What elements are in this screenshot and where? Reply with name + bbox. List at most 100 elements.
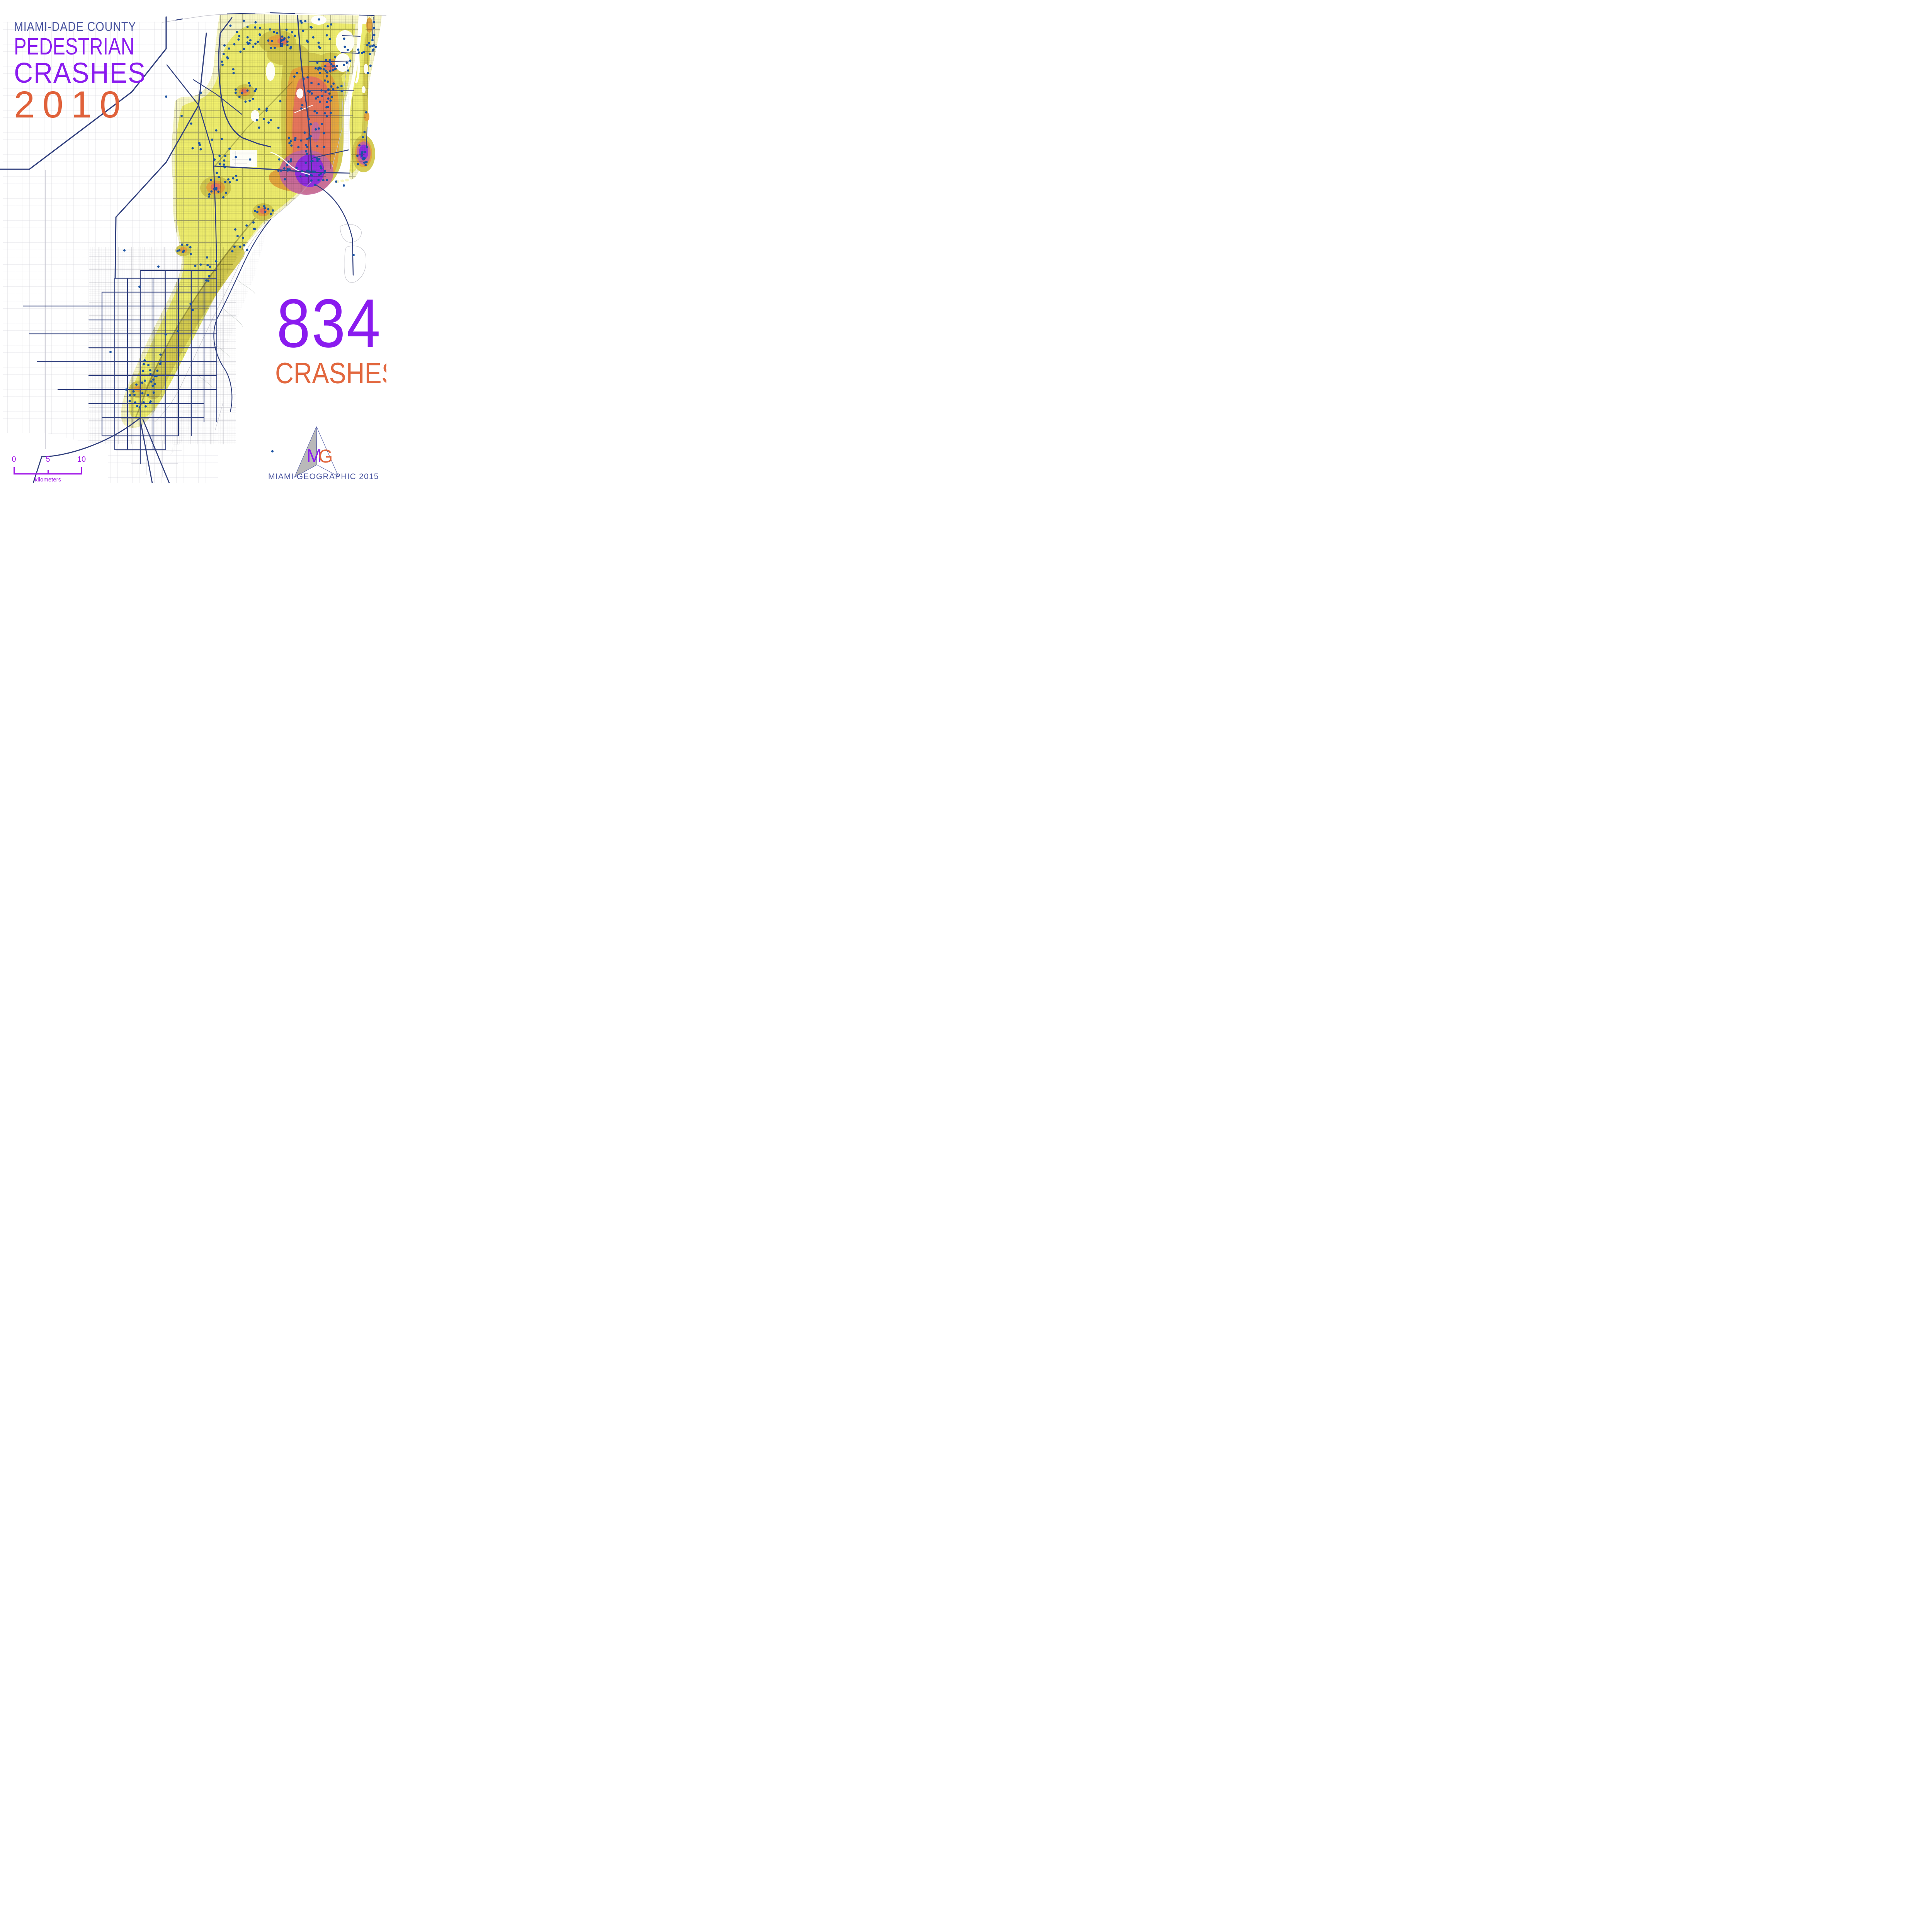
crash-dot: [333, 65, 335, 68]
crash-dot: [371, 39, 374, 41]
crash-dot: [357, 48, 359, 51]
crash-dot: [332, 69, 334, 71]
crash-dot: [280, 169, 282, 172]
crash-dot: [366, 146, 368, 149]
scale-tick-start: [13, 467, 15, 474]
crash-dot: [228, 147, 231, 150]
minor-road: [154, 181, 312, 422]
crash-dot: [221, 60, 223, 63]
crash-dot: [123, 249, 126, 252]
crash-dot: [308, 170, 311, 173]
crash-dot: [254, 43, 257, 45]
crash-dot: [326, 71, 328, 74]
crash-dot: [327, 88, 330, 91]
crash-dot: [319, 72, 321, 74]
major-road: [297, 15, 312, 173]
crash-dot: [281, 43, 284, 45]
crash-dot: [277, 169, 280, 172]
crash-dot: [228, 181, 231, 184]
crash-dot: [206, 256, 208, 259]
crash-dot: [343, 64, 345, 66]
crash-dot: [246, 36, 249, 39]
crash-dot: [159, 363, 162, 365]
crash-dot: [325, 34, 328, 37]
crash-dot: [242, 237, 245, 240]
crash-dot: [248, 82, 250, 84]
stat-crash-count: 834: [277, 285, 382, 362]
crash-dot: [216, 172, 218, 174]
crash-dot: [151, 384, 154, 387]
crash-dot: [232, 68, 235, 71]
major-road: [214, 165, 312, 173]
crash-dot: [109, 351, 112, 353]
crash-dot: [364, 161, 367, 164]
crash-dot: [330, 63, 333, 66]
crash-dot: [294, 34, 296, 37]
crash-dot: [302, 29, 304, 32]
major-road: [166, 64, 218, 270]
crash-dot: [330, 23, 332, 26]
crash-dot: [295, 167, 298, 169]
crash-dot: [319, 165, 322, 168]
crash-dot: [248, 84, 251, 87]
bay-island: [344, 245, 367, 283]
crash-dot: [257, 41, 259, 43]
crash-dot: [283, 167, 286, 170]
major-road: [114, 32, 207, 279]
crash-dot: [324, 90, 327, 93]
crash-dot: [267, 39, 270, 42]
crash-dot: [224, 155, 227, 157]
crash-dot: [310, 135, 312, 138]
crash-dot: [321, 95, 323, 97]
crash-dot: [136, 405, 139, 407]
crash-dot: [286, 40, 289, 43]
crash-dot: [232, 177, 235, 180]
crash-dot: [236, 31, 238, 33]
crash-dot: [141, 392, 144, 395]
crash-dot: [265, 109, 268, 112]
crash-dot: [231, 250, 234, 253]
crash-dot: [326, 179, 328, 181]
crash-dot: [311, 92, 313, 95]
crash-dot: [149, 369, 151, 372]
crash-dot: [308, 137, 311, 139]
crash-dot: [272, 209, 274, 212]
crash-dot: [334, 56, 337, 58]
crash-dot: [206, 264, 209, 267]
white-pocket: [362, 86, 366, 93]
crash-dot: [315, 128, 317, 131]
crash-dot: [310, 179, 313, 182]
crash-dot: [283, 37, 286, 39]
crash-dot: [314, 170, 316, 173]
crash-dot: [287, 136, 290, 139]
crash-dot: [374, 46, 377, 48]
crash-dot: [142, 369, 145, 372]
crash-dot: [304, 162, 307, 164]
crash-dot: [160, 360, 162, 363]
crash-dot: [287, 36, 290, 39]
crash-dot: [243, 48, 245, 50]
crash-dot: [254, 21, 257, 24]
crash-dot: [164, 333, 167, 336]
crash-dot: [324, 69, 327, 72]
crash-dot: [349, 60, 352, 62]
crash-dot: [286, 44, 289, 46]
crash-dot: [218, 162, 221, 165]
crash-dot: [361, 51, 363, 54]
crash-dot: [358, 144, 361, 147]
crash-dot: [367, 41, 370, 44]
crash-dot: [316, 61, 319, 64]
crash-dot: [156, 369, 159, 372]
map-svg: [0, 12, 386, 483]
crash-dot: [210, 190, 213, 193]
crash-dot: [144, 379, 146, 382]
crash-dot: [235, 156, 237, 158]
crash-dot: [233, 43, 236, 46]
crash-dot: [330, 85, 333, 88]
crash-dot: [281, 35, 284, 38]
crash-dot: [153, 383, 156, 385]
major-road: [218, 17, 271, 148]
crash-dot: [144, 405, 147, 408]
title-block: MIAMI-DADE COUNTY: [14, 20, 155, 33]
crash-dot: [135, 383, 138, 386]
